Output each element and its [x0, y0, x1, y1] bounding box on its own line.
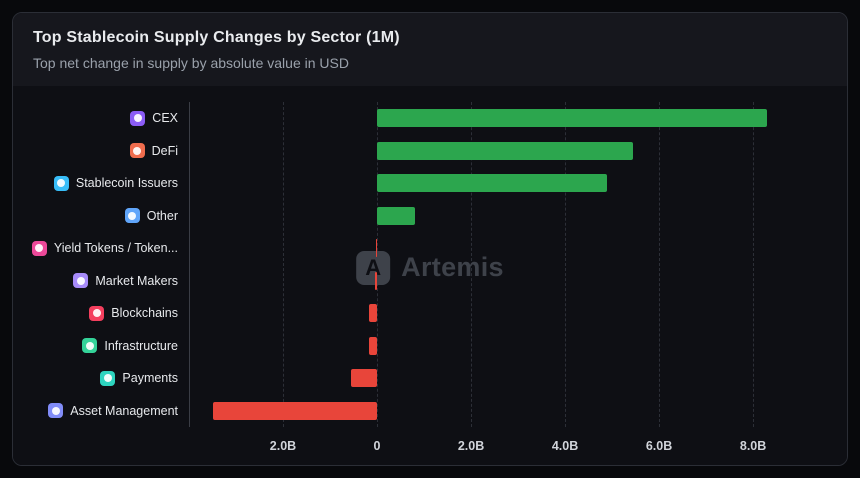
chart-row-cex: CEX	[21, 102, 833, 135]
chart-row-other: Other	[21, 200, 833, 233]
market-makers-icon	[73, 273, 89, 289]
category-label-market-makers: Market Makers	[21, 273, 189, 289]
category-label-text: DeFi	[151, 143, 178, 158]
category-label-text: Infrastructure	[104, 338, 178, 353]
category-label-text: Stablecoin Issuers	[75, 176, 178, 191]
x-axis: 2.0B 0 2.0B 4.0B 6.0B 8.0B	[189, 427, 833, 457]
bar-rows: CEX DeFi Stablecoin Issuers Other Yield Toke…	[21, 102, 833, 427]
infrastructure-icon	[82, 338, 98, 354]
category-label-cex: CEX	[21, 110, 189, 126]
yield-tokens-icon	[31, 240, 47, 256]
chart-row-blockchains: Blockchains	[21, 297, 833, 330]
chart-row-market-makers: Market Makers	[21, 265, 833, 298]
plot-area: CEX DeFi Stablecoin Issuers Other Yield Toke…	[21, 102, 833, 457]
category-label-text: Blockchains	[111, 306, 178, 321]
y-axis-line	[189, 102, 190, 427]
bar-track	[189, 395, 833, 428]
x-tick-label: 0	[373, 439, 381, 453]
category-label-payments: Payments	[21, 370, 189, 386]
category-label-text: Payments	[122, 371, 178, 386]
bar-track	[189, 265, 833, 298]
chart-row-payments: Payments	[21, 362, 833, 395]
category-label-text: Yield Tokens / Token...	[53, 241, 178, 256]
cex-icon	[130, 110, 146, 126]
category-label-text: Other	[146, 208, 178, 223]
bar-payments[interactable]	[351, 369, 378, 388]
defi-icon	[129, 143, 145, 159]
bar-blockchains[interactable]	[368, 304, 378, 323]
chart-subtitle: Top net change in supply by absolute val…	[33, 55, 349, 71]
asset-management-icon	[48, 403, 64, 419]
bar-track	[189, 167, 833, 200]
bar-yield-tokens[interactable]	[375, 239, 378, 258]
bar-track	[189, 135, 833, 168]
x-tick-label: 2.0B	[269, 439, 297, 453]
other-icon	[124, 208, 140, 224]
bar-track	[189, 102, 833, 135]
chart-row-asset-management: Asset Management	[21, 395, 833, 428]
bar-market-makers[interactable]	[374, 271, 378, 290]
chart-row-defi: DeFi	[21, 135, 833, 168]
x-tick-label: 4.0B	[551, 439, 579, 453]
bar-defi[interactable]	[377, 141, 634, 160]
bar-infrastructure[interactable]	[368, 336, 378, 355]
category-label-text: Asset Management	[70, 403, 178, 418]
chart-row-infrastructure: Infrastructure	[21, 330, 833, 363]
stablecoin-issuers-icon	[53, 175, 69, 191]
x-tick-label: 2.0B	[457, 439, 485, 453]
bar-track	[189, 362, 833, 395]
bar-asset-management[interactable]	[212, 401, 378, 420]
chart-row-stablecoin-issuers: Stablecoin Issuers	[21, 167, 833, 200]
payments-icon	[100, 370, 116, 386]
bar-track	[189, 200, 833, 233]
category-label-blockchains: Blockchains	[21, 305, 189, 321]
category-label-text: CEX	[152, 111, 178, 126]
x-tick-label: 6.0B	[645, 439, 673, 453]
category-label-text: Market Makers	[95, 273, 178, 288]
bar-track	[189, 232, 833, 265]
bar-track	[189, 330, 833, 363]
bar-chart: CEX DeFi Stablecoin Issuers Other Yield Toke…	[13, 86, 847, 465]
category-label-defi: DeFi	[21, 143, 189, 159]
chart-card: Top Stablecoin Supply Changes by Sector …	[12, 12, 848, 466]
blockchains-icon	[89, 305, 105, 321]
chart-title: Top Stablecoin Supply Changes by Sector …	[33, 29, 400, 46]
bar-other[interactable]	[377, 206, 415, 225]
category-label-stablecoin-issuers: Stablecoin Issuers	[21, 175, 189, 191]
card-header: Top Stablecoin Supply Changes by Sector …	[13, 13, 847, 86]
bar-stablecoin-issuers[interactable]	[377, 174, 608, 193]
bar-cex[interactable]	[377, 109, 768, 128]
category-label-other: Other	[21, 208, 189, 224]
category-label-yield-tokens: Yield Tokens / Token...	[21, 240, 189, 256]
category-label-asset-management: Asset Management	[21, 403, 189, 419]
chart-row-yield-tokens: Yield Tokens / Token...	[21, 232, 833, 265]
x-tick-label: 8.0B	[739, 439, 767, 453]
bar-track	[189, 297, 833, 330]
category-label-infrastructure: Infrastructure	[21, 338, 189, 354]
